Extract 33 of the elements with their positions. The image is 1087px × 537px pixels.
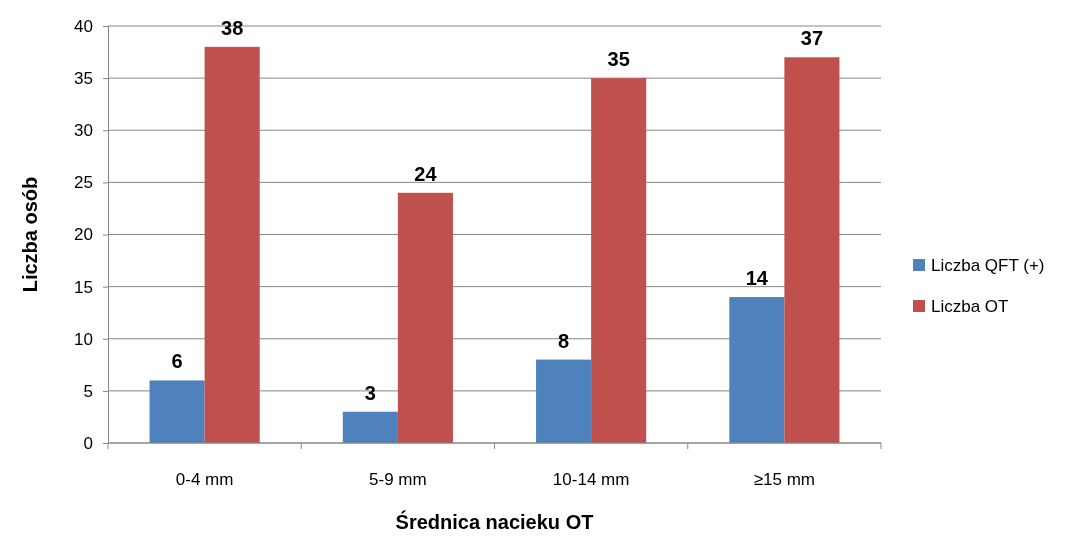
x-tick-label: 10-14 mm	[552, 470, 630, 489]
y-axis-title: Liczba osób	[19, 176, 41, 293]
y-tick-label: 35	[74, 69, 93, 89]
data-label: 8	[558, 329, 570, 352]
x-tick-label: 5-9 mm	[369, 470, 427, 489]
data-label: 24	[414, 162, 438, 185]
data-label: 6	[171, 350, 183, 373]
bar	[342, 411, 398, 443]
data-label: 37	[800, 27, 824, 50]
data-label: 3	[364, 381, 376, 404]
bar	[204, 46, 260, 443]
bar	[591, 78, 647, 443]
y-tick-label: 5	[83, 381, 93, 401]
x-tick-label: 0-4 mm	[175, 470, 234, 489]
x-axis-title: Średnica nacieku OT	[395, 510, 594, 533]
data-label: 14	[745, 267, 769, 290]
y-tick-label: 10	[74, 329, 93, 349]
data-label: 35	[607, 48, 630, 71]
legend-label: Liczba QFT (+)	[931, 256, 1045, 275]
y-tick-label: 25	[74, 173, 93, 193]
bar	[729, 297, 785, 443]
bar	[784, 57, 840, 443]
bar	[397, 192, 453, 443]
y-tick-label: 30	[74, 121, 93, 141]
y-tick-label: 20	[74, 225, 93, 245]
y-tick-label: 0	[83, 433, 93, 453]
x-tick-label: ≥15 mm	[753, 470, 816, 489]
y-tick-label: 15	[74, 277, 93, 297]
data-label: 38	[221, 16, 244, 39]
bar	[149, 380, 205, 443]
legend-label: Liczba OT	[931, 297, 1009, 316]
bar	[536, 359, 592, 443]
y-tick-label: 40	[74, 16, 93, 36]
